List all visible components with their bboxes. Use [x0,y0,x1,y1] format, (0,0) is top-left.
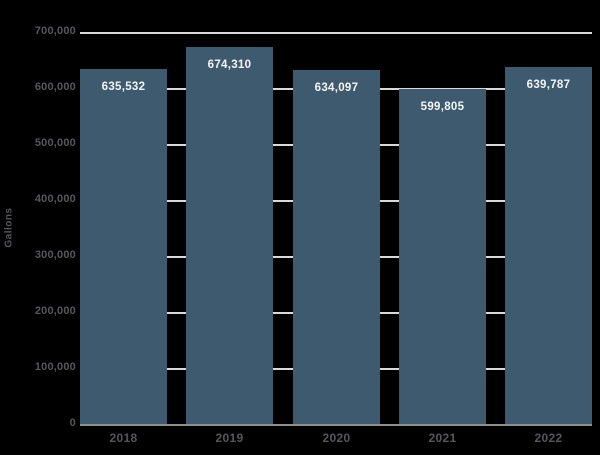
x-tick-label: 2018 [109,431,138,445]
x-tick-label: 2021 [428,431,457,445]
y-tick-label: 0 [69,417,76,429]
y-tick-label: 400,000 [34,193,76,205]
x-tick-label: 2020 [322,431,351,445]
y-tick-label: 600,000 [34,81,76,93]
bar-2018: 635,532 [80,69,167,425]
x-axis-line [80,424,592,426]
bar-value-label: 599,805 [420,101,465,113]
bar-value-label: 635,532 [101,81,146,93]
bar-value-label: 674,310 [207,59,252,71]
x-tick-label: 2019 [215,431,244,445]
bar-2019: 674,310 [186,47,273,425]
x-tick-label: 2022 [534,431,563,445]
y-tick-label: 200,000 [34,305,76,317]
gridline [80,32,592,34]
bar-value-label: 634,097 [314,82,359,94]
bar-2022: 639,787 [505,67,592,425]
bar-2021: 599,805 [399,89,486,425]
y-tick-label: 500,000 [34,137,76,149]
y-tick-label: 700,000 [34,25,76,37]
y-tick-label: 300,000 [34,249,76,261]
bar-2020: 634,097 [293,70,380,425]
bar-value-label: 639,787 [526,79,571,91]
y-tick-label: 100,000 [34,361,76,373]
